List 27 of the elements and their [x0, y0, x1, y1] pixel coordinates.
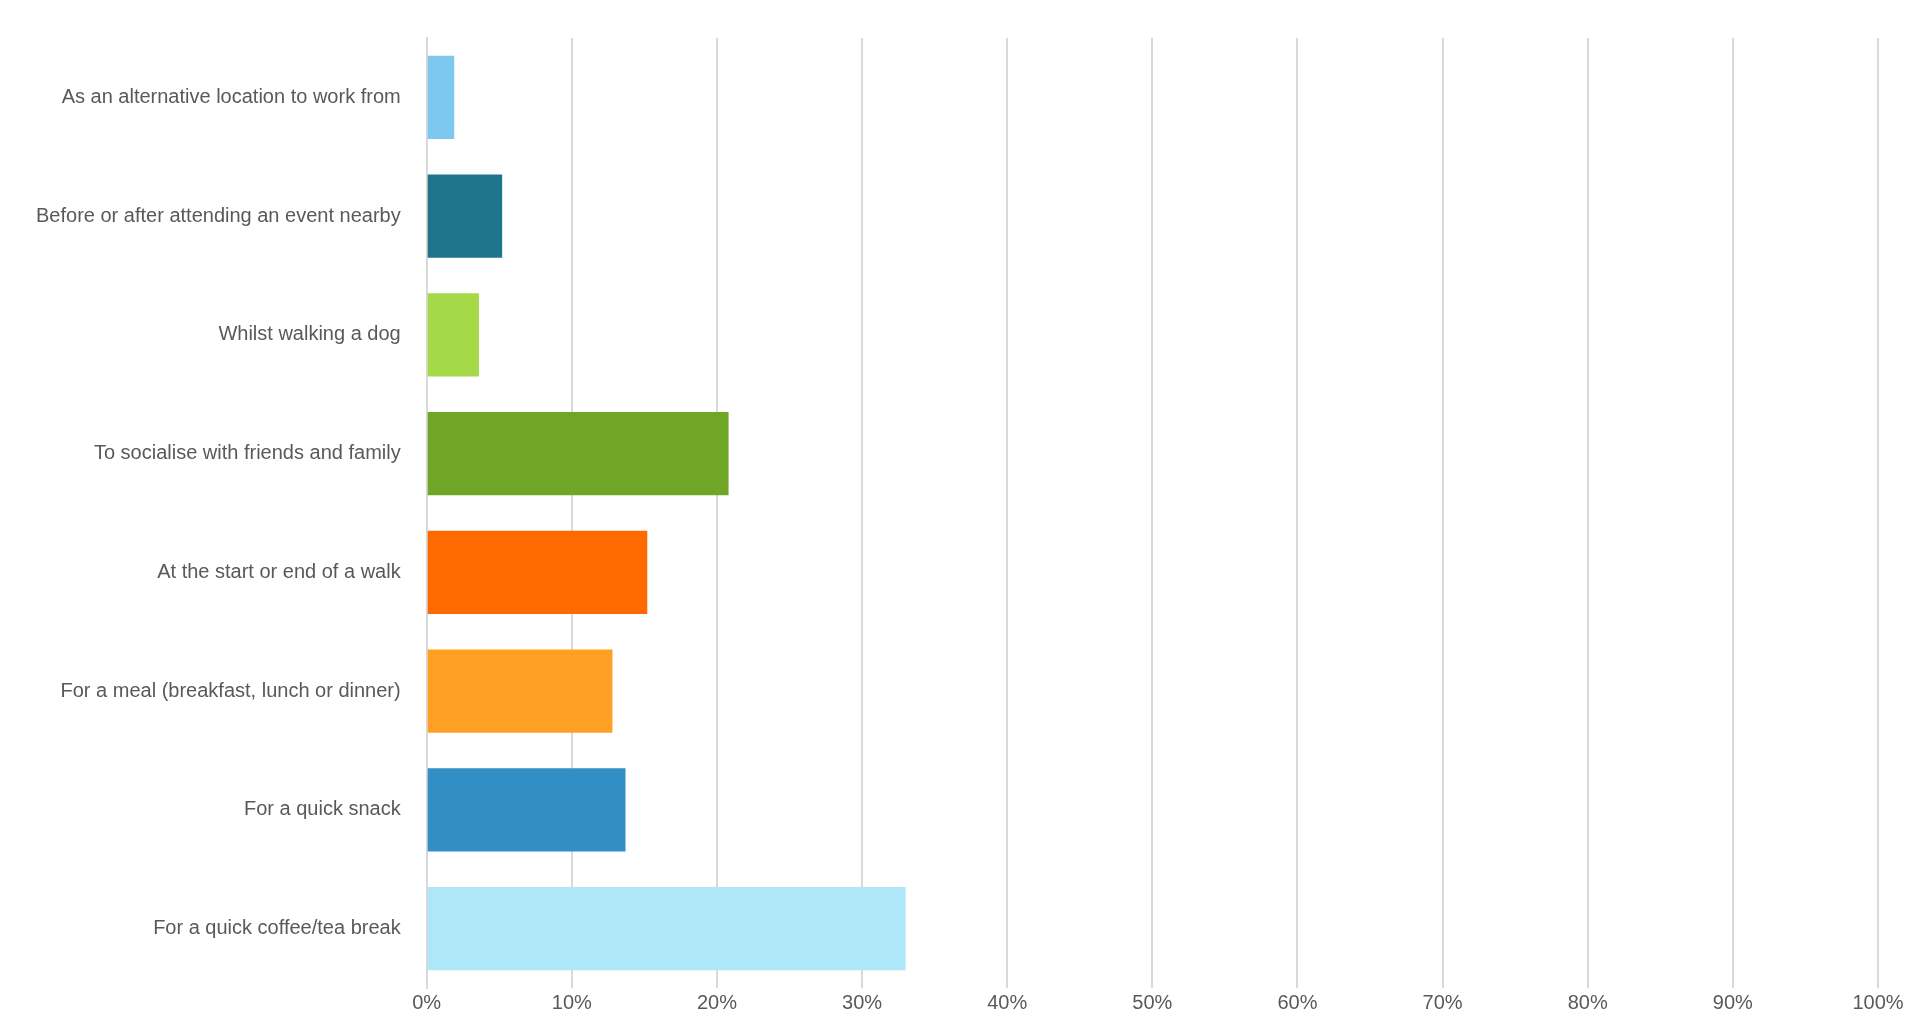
y-tick-label: For a quick snack	[243, 797, 402, 820]
bar	[427, 649, 613, 733]
bar	[427, 768, 626, 852]
y-tick-label: To socialise with friends and family	[93, 441, 401, 464]
x-tick-label: 90%	[1712, 990, 1754, 1013]
x-tick-label: 50%	[1132, 990, 1173, 1013]
y-tick-label: As an alternative location to work from	[61, 84, 401, 107]
y-tick-label: At the start or end of a walk	[157, 559, 402, 582]
x-tick-label: 0%	[412, 990, 442, 1013]
x-tick-label: 40%	[987, 990, 1028, 1013]
bar	[427, 530, 648, 614]
x-tick-label: 70%	[1422, 990, 1463, 1013]
x-tick-label: 10%	[551, 990, 593, 1013]
y-tick-label: Whilst walking a dog	[218, 322, 401, 345]
bar	[427, 887, 906, 971]
x-tick-label: 100%	[1852, 990, 1904, 1013]
x-tick-label: 20%	[696, 990, 738, 1013]
y-tick-label: For a quick coffee/tea break	[153, 916, 402, 939]
bar	[427, 293, 479, 377]
y-tick-label: Before or after attending an event nearby	[36, 203, 401, 226]
bar	[427, 55, 455, 139]
x-tick-label: 80%	[1567, 990, 1608, 1013]
bar	[427, 412, 729, 496]
bar	[427, 174, 503, 258]
x-tick-label: 30%	[842, 990, 883, 1013]
x-tick-label: 60%	[1277, 990, 1318, 1013]
y-tick-label: For a meal (breakfast, lunch or dinner)	[60, 678, 401, 701]
